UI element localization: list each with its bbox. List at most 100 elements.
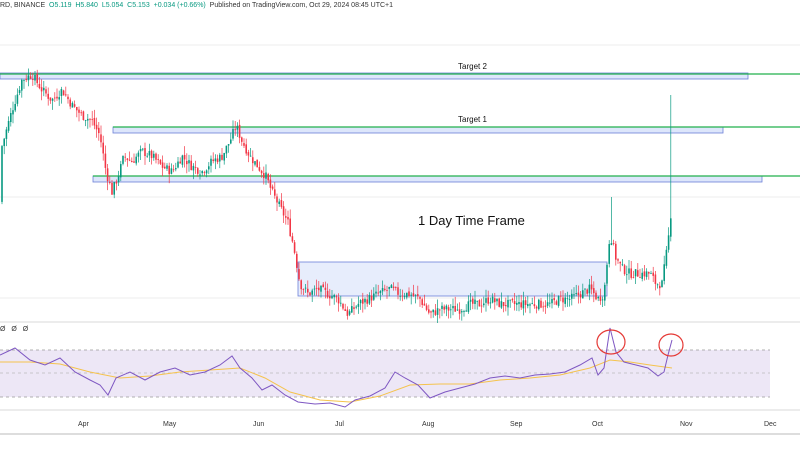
candle xyxy=(29,72,32,80)
candle xyxy=(628,259,630,280)
candle xyxy=(320,285,322,298)
candle xyxy=(263,166,265,185)
candle xyxy=(190,155,192,171)
candle xyxy=(49,97,52,104)
candle xyxy=(606,263,608,287)
x-label-may: May xyxy=(163,421,177,428)
candle xyxy=(161,155,164,177)
candle xyxy=(643,264,646,281)
candle xyxy=(531,297,533,305)
rsi-indicator-label: Ø Ø Ø xyxy=(0,326,31,333)
rsi-line xyxy=(0,327,673,408)
close-value: C5.153 xyxy=(127,2,150,9)
candle xyxy=(309,291,311,297)
candle xyxy=(452,298,454,316)
candle xyxy=(51,97,54,110)
candle xyxy=(516,295,518,311)
candle xyxy=(111,179,113,195)
candle xyxy=(626,265,628,284)
candle xyxy=(78,106,80,122)
rsi-highlight-nov xyxy=(658,333,684,357)
candle xyxy=(287,210,289,225)
candle xyxy=(221,147,223,161)
candle xyxy=(670,95,672,242)
candle xyxy=(58,90,60,106)
candle xyxy=(357,296,360,314)
candle xyxy=(117,170,120,186)
candle xyxy=(71,101,74,108)
candle xyxy=(285,208,287,225)
candle xyxy=(445,304,448,317)
candle xyxy=(89,118,91,128)
candle xyxy=(175,162,177,172)
candle xyxy=(663,255,665,285)
candle xyxy=(505,297,507,312)
candle xyxy=(403,292,406,300)
candle xyxy=(80,109,82,116)
candle xyxy=(307,280,309,298)
candle xyxy=(304,284,307,293)
target-2-zone xyxy=(0,72,749,80)
candle xyxy=(137,150,140,163)
candle xyxy=(225,145,228,159)
candle xyxy=(465,304,467,312)
candle xyxy=(12,101,14,124)
candle xyxy=(423,294,426,306)
candle xyxy=(601,296,604,307)
candle xyxy=(139,145,142,160)
candle xyxy=(615,241,617,266)
candle xyxy=(331,289,333,300)
candle xyxy=(300,279,302,295)
candle xyxy=(113,181,115,199)
candle xyxy=(428,304,430,315)
candle xyxy=(406,292,408,300)
candle xyxy=(513,292,516,311)
candle xyxy=(168,162,170,184)
candle xyxy=(593,281,595,303)
candle xyxy=(98,121,100,141)
candle xyxy=(54,92,56,102)
candle xyxy=(586,288,588,297)
candle xyxy=(573,287,575,300)
candle xyxy=(91,110,93,126)
candle xyxy=(564,293,566,308)
candle xyxy=(463,309,465,317)
candle xyxy=(496,298,498,306)
candle xyxy=(544,300,547,314)
candle xyxy=(192,163,195,180)
candle xyxy=(124,153,126,162)
candle xyxy=(1,145,3,205)
candle xyxy=(538,298,540,311)
candle xyxy=(524,296,527,313)
candle xyxy=(566,291,569,307)
candle xyxy=(654,271,657,291)
candle xyxy=(23,79,25,89)
consolidation-zone xyxy=(297,261,608,297)
candle xyxy=(650,270,652,275)
candle xyxy=(612,239,615,246)
candle xyxy=(390,284,393,289)
candle xyxy=(551,292,553,309)
candle xyxy=(21,78,23,98)
rsi-ma-line xyxy=(0,359,673,403)
candle xyxy=(148,143,151,162)
candle xyxy=(381,280,384,296)
candle xyxy=(665,245,668,269)
candle xyxy=(397,282,399,300)
candle xyxy=(375,284,377,298)
candle xyxy=(588,278,591,301)
candle xyxy=(60,86,63,104)
candle xyxy=(95,117,98,138)
candle xyxy=(480,298,483,313)
candle xyxy=(197,167,199,177)
candle xyxy=(205,169,208,178)
candle xyxy=(379,290,382,301)
candle xyxy=(507,295,509,316)
candle xyxy=(7,116,10,133)
candle xyxy=(170,163,173,175)
candle xyxy=(579,290,582,304)
timeframe-annotation: 1 Day Time Frame xyxy=(418,213,525,228)
candle xyxy=(155,152,157,164)
candle xyxy=(489,297,492,309)
